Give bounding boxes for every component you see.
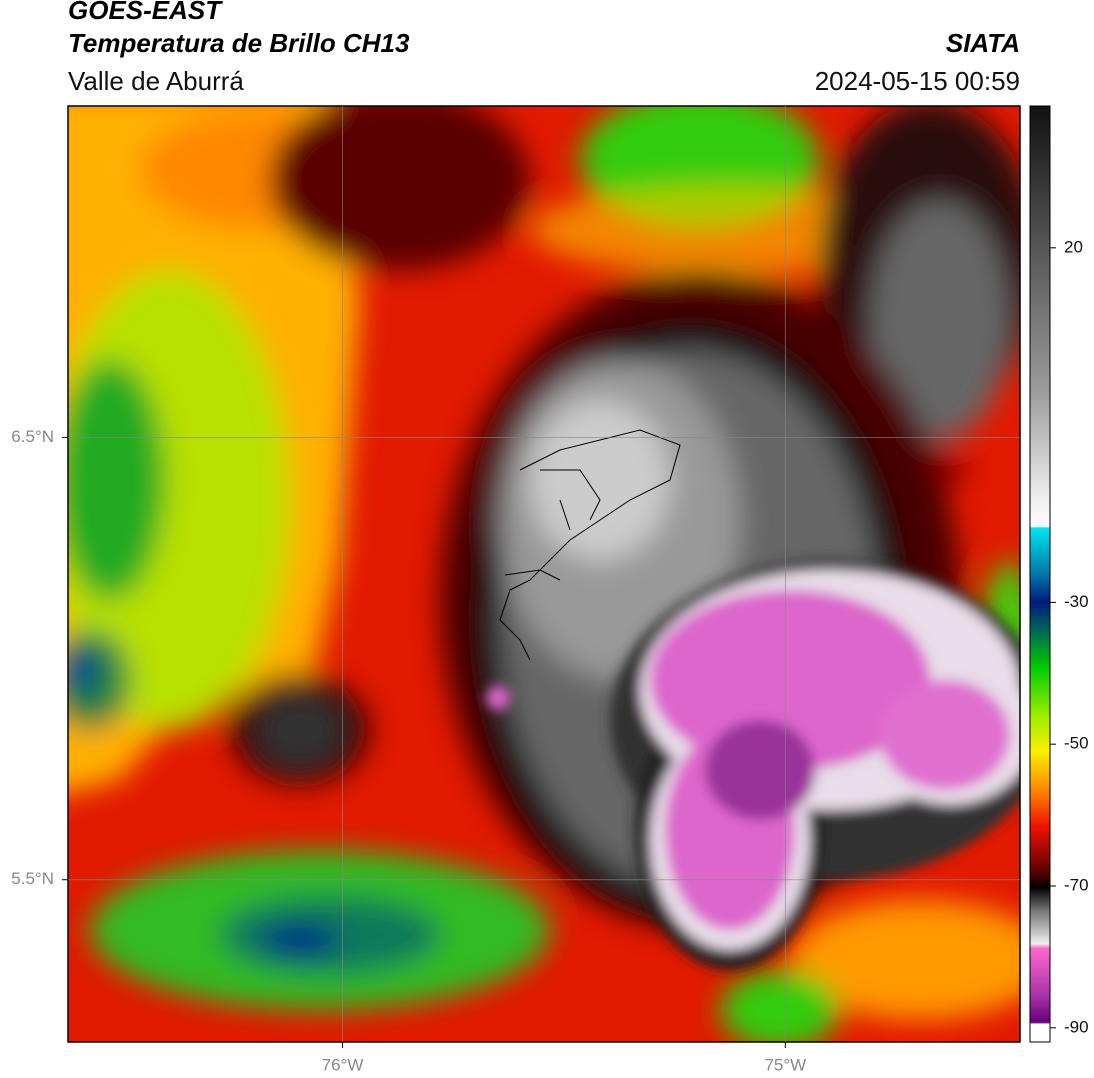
y-tick-label: 5.5°N	[11, 869, 54, 888]
x-tick-label: 76°W	[322, 1055, 364, 1074]
satellite-image	[68, 106, 1020, 1042]
subtitle: Temperatura de Brillo CH13	[68, 28, 410, 58]
y-tick-label: 6.5°N	[11, 427, 54, 446]
colorbar-tick-label: -30	[1064, 592, 1089, 611]
region: Valle de Aburrá	[68, 66, 244, 96]
title: GOES-EAST	[68, 0, 223, 25]
colorbar-tick-label: 20	[1064, 237, 1083, 256]
x-tick-label: 75°W	[764, 1055, 806, 1074]
colorbar-tick-label: -50	[1064, 734, 1089, 753]
colorbar-tick-label: -90	[1064, 1017, 1089, 1036]
colorbar	[1029, 105, 1051, 1043]
map-frame	[67, 105, 1021, 1043]
colorbar-tick-label: -70	[1064, 875, 1089, 894]
timestamp: 2024-05-15 00:59	[815, 66, 1020, 96]
source: SIATA	[946, 28, 1020, 58]
